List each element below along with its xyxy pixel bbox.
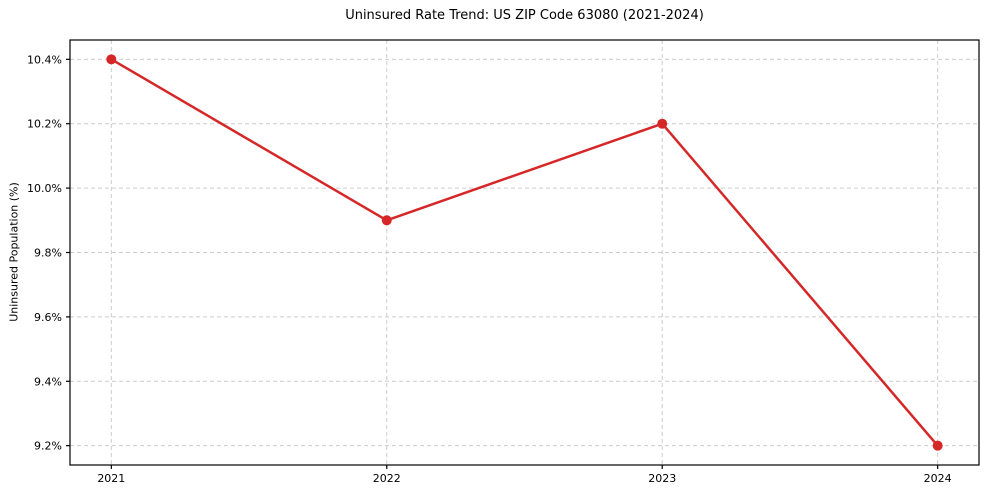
y-tick-label: 10.2% <box>27 118 62 131</box>
x-tick-label: 2021 <box>97 472 125 485</box>
data-point-2024 <box>932 440 943 451</box>
y-tick-label: 9.8% <box>34 247 62 260</box>
x-tick-label: 2022 <box>373 472 401 485</box>
x-tick-label: 2024 <box>924 472 952 485</box>
x-tick-label: 2023 <box>648 472 676 485</box>
y-tick-label: 9.2% <box>34 440 62 453</box>
data-point-2023 <box>657 118 668 129</box>
trend-line <box>110 58 939 447</box>
chart-title: Uninsured Rate Trend: US ZIP Code 63080 … <box>345 8 704 23</box>
y-tick-label: 9.4% <box>34 375 62 388</box>
y-tick-label: 9.6% <box>34 311 62 324</box>
data-point-2021 <box>106 54 117 65</box>
data-point-2022 <box>381 215 392 226</box>
y-tick-label: 10.0% <box>27 182 62 195</box>
y-tick-label: 10.4% <box>27 53 62 66</box>
